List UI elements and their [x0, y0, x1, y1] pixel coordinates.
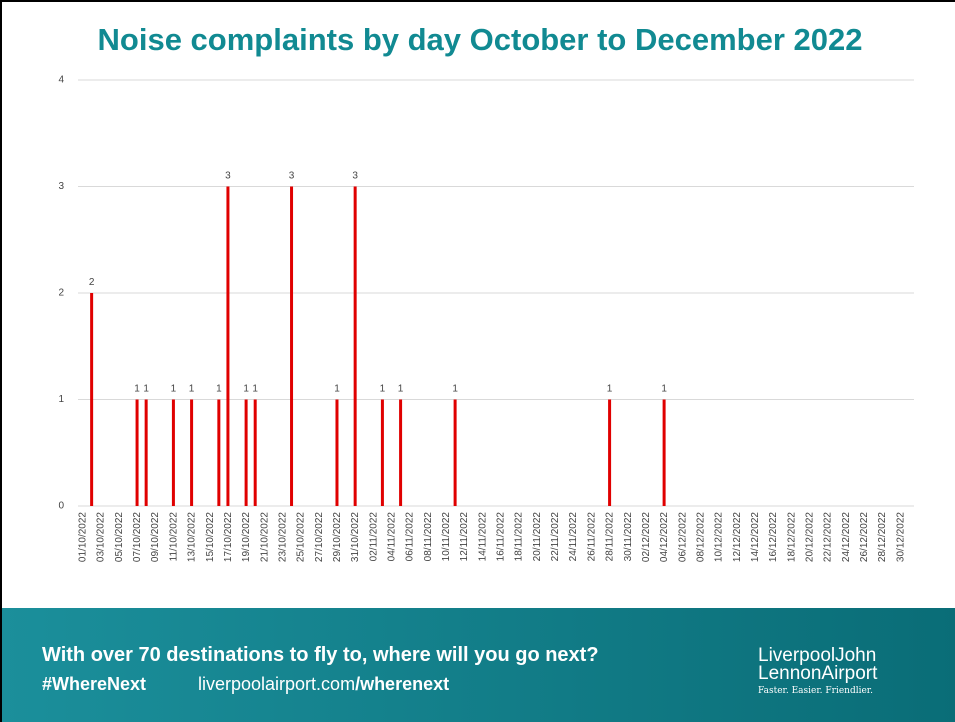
x-tick-label: 22/12/2022	[823, 512, 834, 562]
x-tick-label: 20/12/2022	[805, 512, 816, 562]
data-label: 1	[189, 384, 195, 395]
x-tick-label: 14/11/2022	[477, 512, 488, 562]
data-label: 1	[143, 384, 149, 395]
x-tick-label: 03/10/2022	[96, 512, 107, 562]
bar	[399, 399, 403, 506]
bar	[380, 399, 384, 506]
bar	[335, 399, 339, 506]
x-tick-label: 25/10/2022	[296, 512, 307, 562]
x-tick-label: 11/10/2022	[168, 512, 179, 562]
chart: Noise complaints by day October to Decem…	[58, 22, 914, 562]
bar	[190, 399, 194, 506]
y-tick-label: 0	[58, 501, 64, 512]
data-label: 3	[289, 171, 295, 182]
x-tick-label: 10/12/2022	[714, 512, 725, 562]
x-tick-label: 06/12/2022	[677, 512, 688, 562]
bar	[662, 399, 666, 506]
x-tick-label: 28/11/2022	[605, 512, 616, 562]
x-tick-label: 19/10/2022	[241, 512, 252, 562]
bar	[144, 399, 148, 506]
x-tick-label: 14/12/2022	[750, 512, 761, 562]
url-site: liverpoolairport.com	[198, 674, 356, 694]
x-tick-label: 08/11/2022	[423, 512, 434, 562]
x-tick-label: 04/12/2022	[659, 512, 670, 562]
x-tick-label: 24/12/2022	[841, 512, 852, 562]
logo-line: LiverpoolJohn	[758, 645, 877, 666]
x-tick-label: 30/11/2022	[623, 512, 634, 562]
x-tick-label: 04/11/2022	[387, 512, 398, 562]
logo-line: LennonAirport	[758, 663, 878, 684]
data-label: 3	[352, 171, 358, 182]
y-tick-label: 4	[58, 75, 64, 86]
x-tick-label: 26/12/2022	[859, 512, 870, 562]
x-tick-label: 27/10/2022	[314, 512, 325, 562]
footer-banner: With over 70 destinations to fly to, whe…	[2, 608, 955, 722]
x-tick-label: 23/10/2022	[277, 512, 288, 562]
x-tick-label: 31/10/2022	[350, 512, 361, 562]
x-tick-label: 30/12/2022	[895, 512, 906, 562]
x-tick-label: 21/10/2022	[259, 512, 270, 562]
tagline: With over 70 destinations to fly to, whe…	[42, 644, 599, 666]
data-label: 1	[661, 384, 667, 395]
x-tick-label: 18/11/2022	[514, 512, 525, 562]
data-label: 1	[607, 384, 613, 395]
x-tick-label: 07/10/2022	[132, 512, 143, 562]
bar	[226, 186, 230, 506]
x-tick-label: 16/12/2022	[768, 512, 779, 562]
x-tick-label: 05/10/2022	[114, 512, 125, 562]
data-label: 1	[243, 384, 249, 395]
x-tick-label: 08/12/2022	[695, 512, 706, 562]
data-label: 2	[89, 277, 95, 288]
bar	[244, 399, 248, 506]
x-tick-label: 06/11/2022	[405, 512, 416, 562]
bar	[353, 186, 357, 506]
url: liverpoolairport.com/wherenext	[198, 674, 449, 695]
data-label: 1	[134, 384, 140, 395]
x-tick-label: 02/12/2022	[641, 512, 652, 562]
bar	[171, 399, 175, 506]
bar	[217, 399, 221, 506]
x-tick-label: 26/11/2022	[586, 512, 597, 562]
chart-title: Noise complaints by day October to Decem…	[98, 22, 863, 57]
data-label: 1	[398, 384, 404, 395]
y-tick-label: 1	[58, 394, 64, 405]
y-tick-label: 2	[58, 288, 64, 299]
x-tick-label: 09/10/2022	[150, 512, 161, 562]
x-tick-label: 17/10/2022	[223, 512, 234, 562]
y-tick-label: 3	[58, 181, 64, 192]
bar	[90, 293, 94, 506]
bar	[253, 399, 257, 506]
x-tick-label: 12/12/2022	[732, 512, 743, 562]
x-tick-label: 13/10/2022	[187, 512, 198, 562]
data-label: 1	[171, 384, 177, 395]
data-label: 1	[452, 384, 458, 395]
data-label: 1	[334, 384, 340, 395]
x-tick-label: 01/10/2022	[78, 512, 89, 562]
x-tick-label: 12/11/2022	[459, 512, 470, 562]
x-tick-label: 24/11/2022	[568, 512, 579, 562]
bar	[453, 399, 457, 506]
x-tick-label: 18/12/2022	[786, 512, 797, 562]
x-tick-label: 10/11/2022	[441, 512, 452, 562]
x-tick-label: 16/11/2022	[496, 512, 507, 562]
data-label: 1	[216, 384, 222, 395]
bar	[608, 399, 612, 506]
url-path: /wherenext	[355, 674, 450, 694]
data-label: 3	[225, 171, 231, 182]
x-tick-label: 20/11/2022	[532, 512, 543, 562]
data-label: 1	[252, 384, 258, 395]
x-tick-label: 29/10/2022	[332, 512, 343, 562]
bar	[135, 399, 139, 506]
bar	[290, 186, 294, 506]
x-tick-label: 22/11/2022	[550, 512, 561, 562]
hashtag: #WhereNext	[42, 674, 147, 694]
x-tick-label: 02/11/2022	[368, 512, 379, 562]
x-tick-label: 15/10/2022	[205, 512, 216, 562]
logo-slogan: Faster. Easier. Friendlier.	[758, 686, 873, 696]
x-tick-label: 28/12/2022	[877, 512, 888, 562]
data-label: 1	[380, 384, 386, 395]
